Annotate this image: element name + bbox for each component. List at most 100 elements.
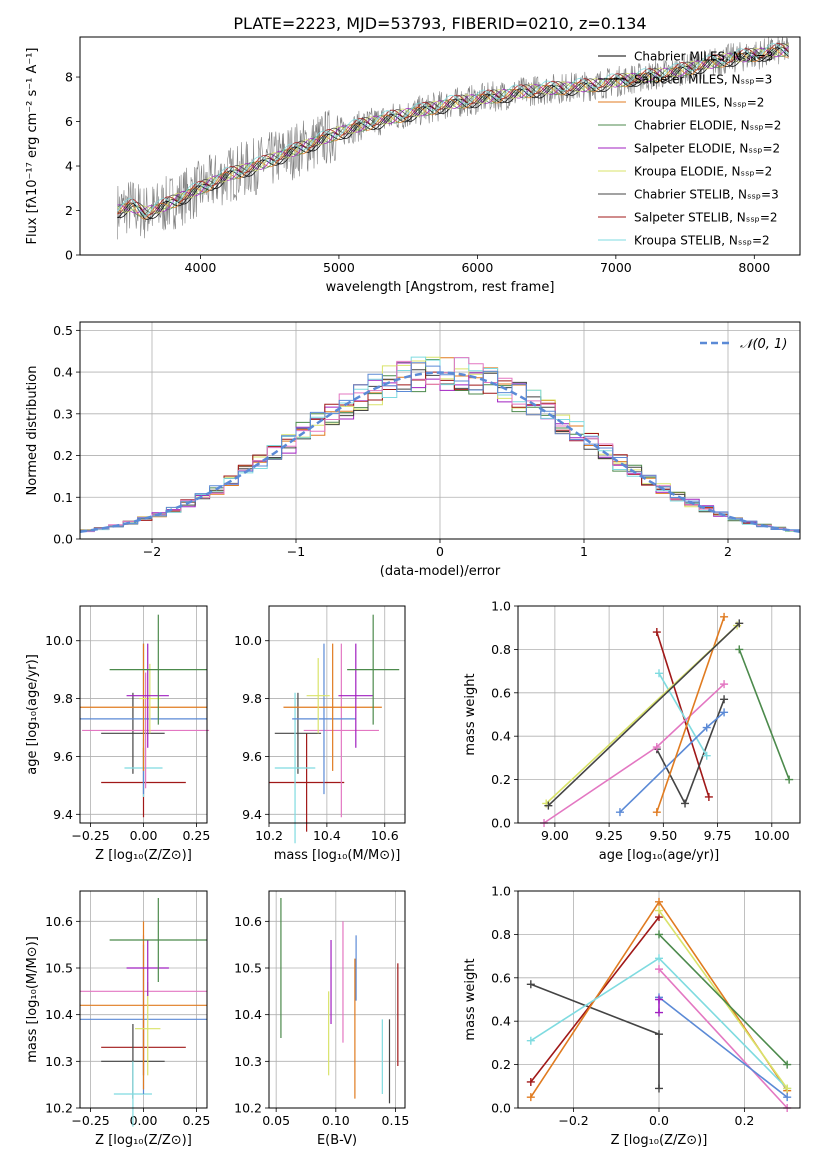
spectrum-panel: 4000 5000 6000 7000 8000 0 2 4 6 8 wavelength [Ang… xyxy=(25,36,801,295)
x-tick-label: 0.10 xyxy=(322,1113,350,1128)
y-tick-label: 0 xyxy=(65,248,73,263)
x-tick-label: −1 xyxy=(287,544,305,559)
weight-line xyxy=(658,933,788,1066)
x-tick-label: 9.50 xyxy=(649,828,677,843)
x-tick-label: 10.4 xyxy=(313,828,341,843)
weight-marker xyxy=(655,954,663,963)
x-tick-label: 5000 xyxy=(323,260,355,275)
x-axis-label: E(B-V) xyxy=(317,1133,357,1148)
weight-line xyxy=(547,622,740,807)
y-tick-label: 10.3 xyxy=(234,1054,262,1069)
legend-label: 𝒩(0, 1) xyxy=(740,337,787,352)
x-tick-label: 2 xyxy=(724,544,732,559)
observed-spectrum-line xyxy=(117,36,789,240)
age-vs-metallicity-panel: −0.25 0.00 0.25 9.4 9.6 9.8 10.0 Z [log₁₀(Z/Z⊙)… xyxy=(25,605,210,863)
x-tick-label: 9.25 xyxy=(595,828,623,843)
y-tick-label: 0.1 xyxy=(53,490,73,505)
figure-title: PLATE=2223, MJD=53793, FIBERID=0210, z=0… xyxy=(233,14,646,33)
axes-frame xyxy=(268,605,406,824)
y-tick-label: 0.3 xyxy=(53,406,73,421)
y-tick-label: 6 xyxy=(65,114,73,129)
y-axis-label: mass weight xyxy=(463,673,478,755)
x-tick-label: −0.2 xyxy=(558,1113,588,1128)
y-tick-label: 0.4 xyxy=(491,729,511,744)
y-tick-label: 10.6 xyxy=(234,914,262,929)
x-tick-label: −0.25 xyxy=(71,828,109,843)
y-tick-label: 2 xyxy=(65,203,73,218)
weight-marker xyxy=(681,799,690,808)
axes-frame xyxy=(268,890,406,1109)
x-tick-label: 6000 xyxy=(461,260,493,275)
model-spectrum-line xyxy=(117,42,789,216)
y-tick-label: 0.0 xyxy=(491,816,511,831)
x-axis-label: age [log₁₀(age/yr)] xyxy=(599,848,720,863)
x-tick-label: 1 xyxy=(580,544,588,559)
x-axis-label: wavelength [Angstrom, rest frame] xyxy=(326,280,555,295)
y-tick-label: 0.6 xyxy=(491,970,511,985)
weight-marker xyxy=(720,680,729,689)
y-tick-label: 10.4 xyxy=(45,1007,73,1022)
weight-line xyxy=(738,649,790,780)
weight-marker xyxy=(735,619,744,628)
residuals-panel: −2 −1 0 1 2 0.0 0.1 0.2 0.3 0.4 0.5 (data-model)/er… xyxy=(25,321,801,579)
weight-marker xyxy=(783,1084,792,1093)
legend-label: Kroupa MILES, Nₛₛₚ=2 xyxy=(634,96,764,110)
weight-marker xyxy=(655,897,663,906)
y-axis-label: Normed distribution xyxy=(25,366,40,496)
legend-label: Salpeter ELODIE, Nₛₛₚ=2 xyxy=(634,142,780,156)
x-tick-label: 0.2 xyxy=(735,1113,755,1128)
weight-marker xyxy=(655,965,663,974)
x-tick-label: 4000 xyxy=(185,260,217,275)
axes-frame xyxy=(79,605,208,824)
x-tick-label: 10.00 xyxy=(754,828,790,843)
weight-marker xyxy=(704,792,713,801)
weight-marker xyxy=(720,708,729,717)
age-vs-mass-panel: 10.2 10.4 10.6 9.4 9.6 9.8 10.0 mass [log₁₀(M/M… xyxy=(234,605,406,863)
x-axis-label: mass [log₁₀(M/M⊙)] xyxy=(274,848,401,863)
y-tick-label: 10.4 xyxy=(234,1007,262,1022)
y-tick-label: 9.6 xyxy=(53,749,73,764)
x-axis-label: Z [log₁₀(Z/Z⊙)] xyxy=(611,1133,708,1148)
legend-label: Chabrier ELODIE, Nₛₛₚ=2 xyxy=(634,119,781,133)
weight-marker xyxy=(785,775,794,784)
x-tick-label: 0.15 xyxy=(382,1113,410,1128)
y-tick-label: 0.2 xyxy=(491,1057,511,1072)
y-tick-label: 8 xyxy=(65,70,73,85)
weight-line xyxy=(658,672,708,757)
x-axis-label: (data-model)/error xyxy=(380,564,501,579)
y-axis-label: Flux [fλ10⁻¹⁷ erg cm⁻² s⁻¹ A⁻¹] xyxy=(25,48,40,245)
y-tick-label: 9.6 xyxy=(242,749,262,764)
weight-marker xyxy=(655,1008,663,1017)
x-tick-label: −0.25 xyxy=(71,1113,109,1128)
weight-marker xyxy=(615,808,624,817)
weight-marker xyxy=(526,1036,535,1045)
weight-marker xyxy=(702,751,711,760)
y-tick-label: 0.5 xyxy=(53,323,73,338)
legend-label: Salpeter STELIB, Nₛₛₚ=2 xyxy=(634,211,778,225)
model-spectrum-line xyxy=(117,47,789,220)
weight-marker xyxy=(526,1077,535,1086)
weight-line xyxy=(658,968,788,1109)
weight-marker xyxy=(652,808,661,817)
x-tick-label: 7000 xyxy=(600,260,632,275)
x-axis-label: Z [log₁₀(Z/Z⊙)] xyxy=(95,848,192,863)
model-spectrum-line xyxy=(117,47,789,219)
weight-line xyxy=(658,996,788,1098)
legend-label: Chabrier MILES, Nₛₛₚ=3 xyxy=(634,50,774,64)
weight-marker xyxy=(652,628,661,637)
legend-label: Kroupa STELIB, Nₛₛₚ=2 xyxy=(634,234,770,248)
weight-line xyxy=(543,683,725,824)
mass-vs-extinction-panel: 0.05 0.10 0.15 10.2 10.3 10.4 10.5 10.6 E(B-V) xyxy=(234,890,410,1148)
y-tick-label: 0.6 xyxy=(491,685,511,700)
y-axis-label: age [log₁₀(age/yr)] xyxy=(25,654,40,775)
normal-curve xyxy=(79,371,801,533)
residual-histogram xyxy=(80,362,800,532)
y-tick-label: 4 xyxy=(65,159,73,174)
model-spectrum-line xyxy=(117,43,789,216)
legend-label: Chabrier STELIB, Nₛₛₚ=3 xyxy=(634,188,779,202)
x-tick-label: 0.25 xyxy=(182,1113,210,1128)
y-tick-label: 1.0 xyxy=(491,599,511,614)
weight-marker xyxy=(720,695,729,704)
legend-label: Kroupa ELODIE, Nₛₛₚ=2 xyxy=(634,165,772,179)
y-tick-label: 0.8 xyxy=(491,927,511,942)
